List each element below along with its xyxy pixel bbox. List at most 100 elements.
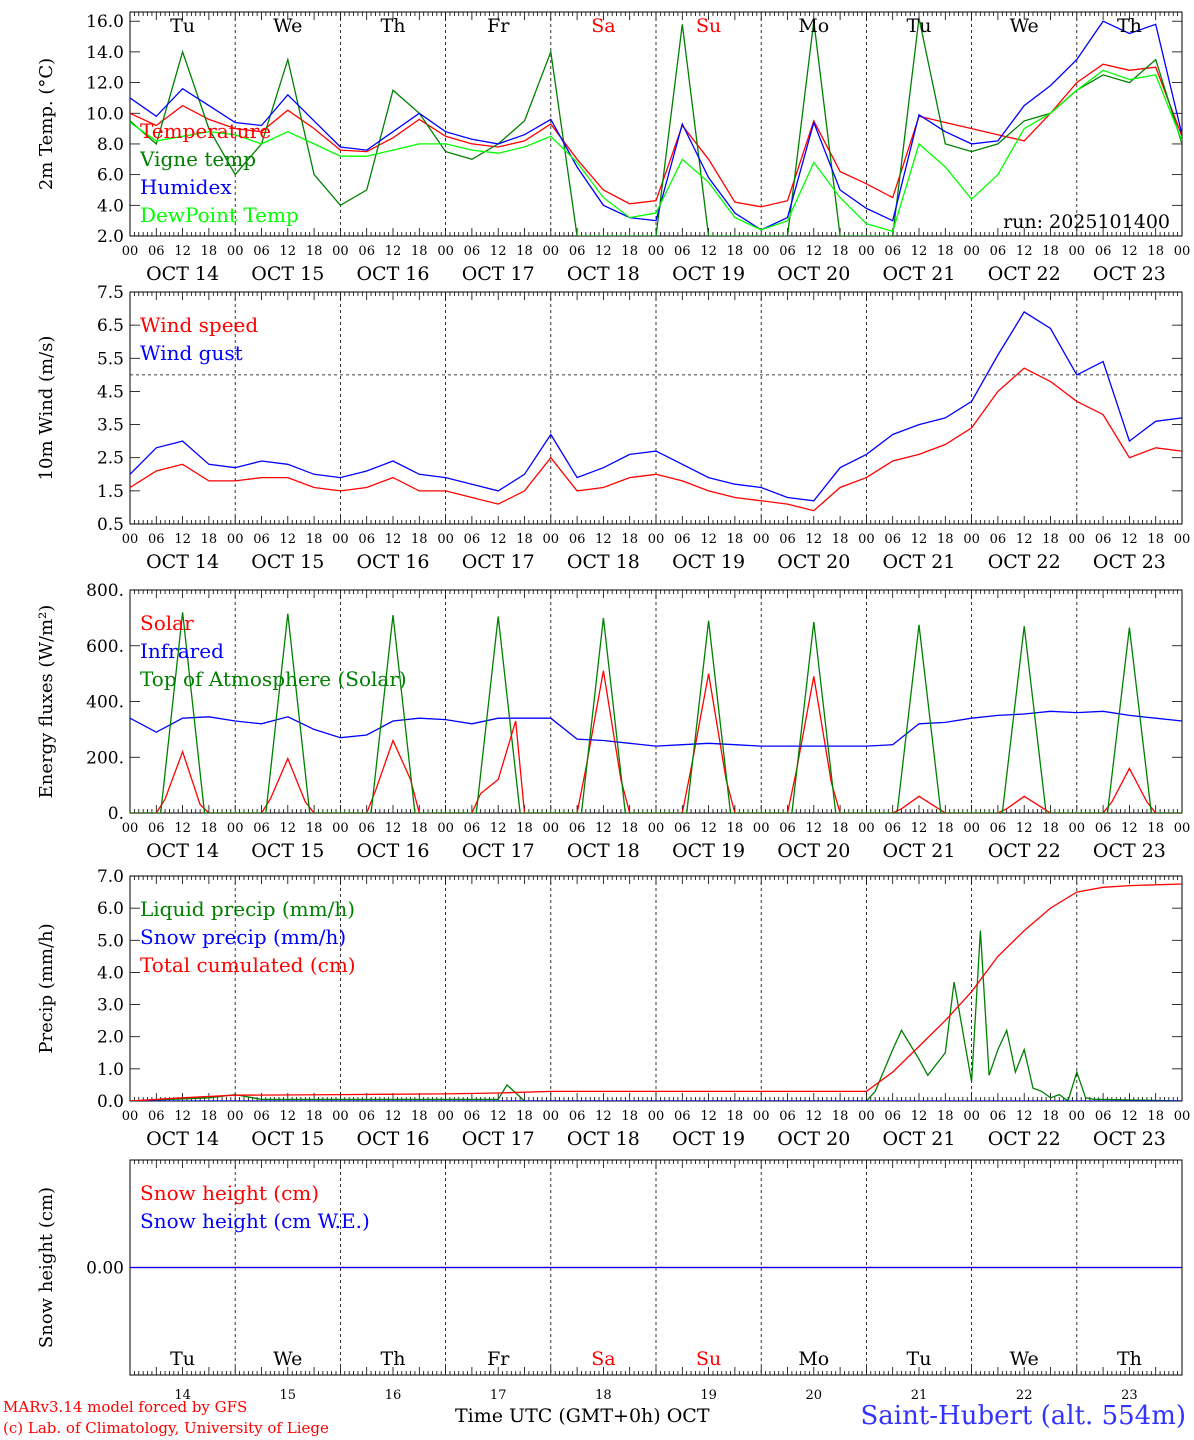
- hour-label: 06: [674, 821, 691, 836]
- date-label: OCT 21: [882, 263, 955, 285]
- hour-label: 06: [148, 821, 165, 836]
- hour-label: 06: [148, 244, 165, 259]
- hour-label: 12: [1016, 244, 1033, 259]
- y-tick-label: 4.5: [97, 382, 124, 402]
- day-number: 14: [174, 1388, 191, 1403]
- hour-label: 00: [543, 532, 560, 547]
- hour-label: 06: [1095, 244, 1112, 259]
- hour-label: 00: [753, 532, 770, 547]
- hour-label: 12: [1016, 821, 1033, 836]
- panel-1: 2.0 4.0 6.0 8.0 10.0 12.0 14.0 16.0 2m Temp. (°C…: [36, 11, 1190, 285]
- date-label: OCT 21: [882, 1128, 955, 1150]
- hour-label: 00: [858, 532, 875, 547]
- legend-entry: Total cumulated (cm): [140, 953, 356, 977]
- hour-label: 12: [806, 821, 823, 836]
- series-line-liquid-precip-mm-h-: [130, 930, 1182, 1101]
- y-tick-label: 800.: [86, 581, 124, 601]
- day-abbr: Su: [696, 15, 721, 37]
- hour-label: 18: [1042, 1109, 1059, 1124]
- hour-label: 00: [122, 532, 139, 547]
- hour-label: 06: [990, 821, 1007, 836]
- hour-label: 06: [990, 1109, 1007, 1124]
- hour-label: 18: [727, 244, 744, 259]
- legend-entry: Top of Atmosphere (Solar): [140, 667, 407, 691]
- hour-label: 00: [122, 821, 139, 836]
- hour-label: 06: [1095, 1109, 1112, 1124]
- date-label: OCT 23: [1093, 840, 1166, 862]
- day-abbr: Tu: [170, 1348, 195, 1370]
- hour-label: 18: [516, 821, 533, 836]
- hour-label: 06: [674, 1109, 691, 1124]
- date-label: OCT 14: [146, 840, 219, 862]
- date-label: OCT 15: [251, 1128, 324, 1150]
- legend-entry: Solar: [140, 611, 194, 635]
- hour-label: 12: [806, 1109, 823, 1124]
- hour-label: 00: [1069, 532, 1086, 547]
- y-axis-label: 10m Wind (m/s): [36, 336, 57, 481]
- y-tick-label: 7.5: [97, 283, 124, 303]
- day-number: 20: [806, 1388, 823, 1403]
- y-tick-label: 1.5: [97, 482, 124, 502]
- hour-label: 00: [1069, 1109, 1086, 1124]
- hour-label: 00: [543, 244, 560, 259]
- day-abbr: We: [273, 15, 302, 37]
- date-label: OCT 16: [356, 840, 429, 862]
- hour-label: 06: [148, 532, 165, 547]
- hour-label: 18: [411, 1109, 428, 1124]
- hour-label: 06: [358, 821, 375, 836]
- day-number: 23: [1121, 1388, 1138, 1403]
- day-abbr: Su: [696, 1348, 721, 1370]
- hour-label: 18: [621, 821, 638, 836]
- hour-label: 12: [911, 821, 928, 836]
- hour-label: 18: [937, 244, 954, 259]
- day-number: 16: [385, 1388, 402, 1403]
- hour-label: 06: [253, 532, 270, 547]
- hour-label: 06: [884, 1109, 901, 1124]
- y-tick-label: 14.0: [86, 43, 124, 63]
- date-label: OCT 14: [146, 1128, 219, 1150]
- hour-label: 18: [1147, 821, 1164, 836]
- date-label: OCT 20: [777, 551, 850, 573]
- hour-label: 18: [937, 821, 954, 836]
- hour-label: 12: [490, 821, 507, 836]
- hour-label: 12: [280, 532, 297, 547]
- hour-label: 18: [411, 532, 428, 547]
- hour-label: 18: [411, 244, 428, 259]
- hour-label: 18: [201, 532, 218, 547]
- hour-label: 18: [832, 244, 849, 259]
- run-label: run: 2025101400: [1003, 211, 1170, 233]
- panel-5: 0.00 Snow height (cm) Snow height (cm) Snow…: [36, 1159, 1183, 1403]
- hour-label: 06: [1095, 821, 1112, 836]
- hour-label: 00: [858, 1109, 875, 1124]
- hour-label: 18: [621, 532, 638, 547]
- hour-label: 12: [174, 532, 191, 547]
- hour-label: 00: [227, 821, 244, 836]
- hour-label: 12: [700, 1109, 717, 1124]
- date-label: OCT 17: [462, 263, 535, 285]
- day-abbr: We: [273, 1348, 302, 1370]
- y-tick-label: 0.0: [97, 1092, 124, 1112]
- y-tick-label: 5.0: [97, 931, 124, 951]
- hour-label: 00: [332, 821, 349, 836]
- hour-label: 12: [806, 244, 823, 259]
- y-tick-label: 4.0: [97, 196, 124, 216]
- legend-entry: Wind speed: [140, 313, 258, 337]
- day-abbr: Tu: [907, 15, 932, 37]
- hour-label: 00: [648, 532, 665, 547]
- legend-entry: Humidex: [140, 175, 232, 199]
- hour-label: 00: [122, 244, 139, 259]
- day-abbr: Th: [1117, 1348, 1142, 1370]
- y-axis-label: Snow height (cm): [36, 1187, 57, 1348]
- hour-label: 18: [727, 821, 744, 836]
- date-label: OCT 17: [462, 840, 535, 862]
- day-number: 21: [911, 1388, 928, 1403]
- hour-label: 12: [1016, 532, 1033, 547]
- hour-label: 12: [490, 532, 507, 547]
- y-axis-label: Energy fluxes (W/m²): [36, 605, 57, 799]
- hour-label: 12: [174, 244, 191, 259]
- hour-label: 18: [832, 1109, 849, 1124]
- y-tick-label: 4.0: [97, 963, 124, 983]
- date-label: OCT 16: [356, 551, 429, 573]
- y-tick-label: 5.5: [97, 349, 124, 369]
